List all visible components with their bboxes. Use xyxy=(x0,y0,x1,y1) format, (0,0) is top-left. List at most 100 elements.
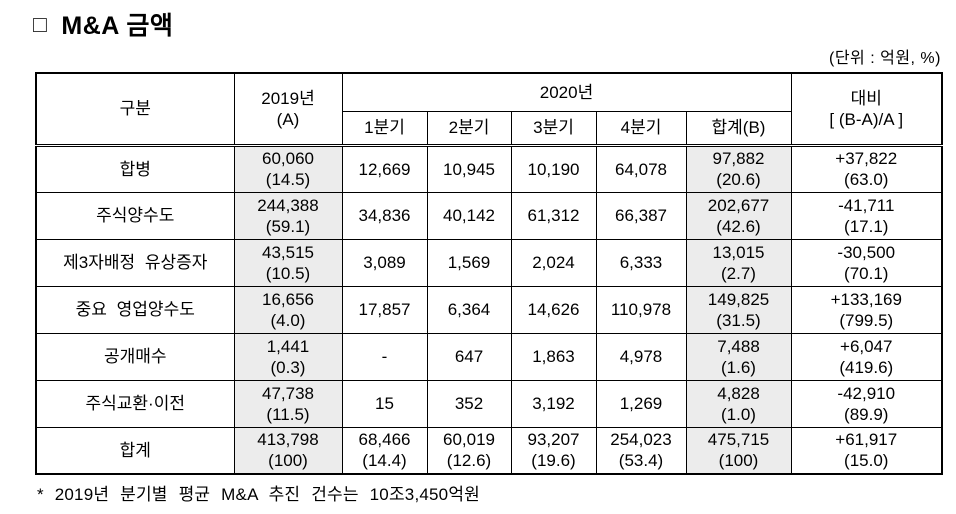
cell-2019a: 16,656 (4.0) xyxy=(233,285,343,334)
cell-percent: (14.4) xyxy=(362,451,407,471)
page-title-text: M&A 금액 xyxy=(61,12,174,40)
cell-value: +37,822 xyxy=(835,149,898,168)
header-row-2: 1분기 2분기 3분기 4분기 합계(B) xyxy=(36,110,942,147)
table-header: 구분 2019년 (A) 2020년 대비[ (B-A)/A ] 1분기 2분기 … xyxy=(35,72,943,147)
cell-q3: 2,024 xyxy=(510,238,597,287)
cell-value: 110,978 xyxy=(610,300,672,319)
row-label: 중요 영업양수도 xyxy=(35,285,235,334)
cell-q4: 6,333 xyxy=(595,238,687,287)
cell-q4: 4,978 xyxy=(595,332,687,381)
cell-percent: (15.0) xyxy=(844,451,889,471)
cell-percent: (100) xyxy=(268,451,308,471)
cell-value: 3,192 xyxy=(532,394,575,413)
cell-value: 61,312 xyxy=(527,206,580,225)
row-label: 합계 xyxy=(35,426,235,475)
cell-value: 68,466 xyxy=(358,430,411,450)
cell-value: - xyxy=(381,347,388,366)
cell-q3: 1,863 xyxy=(510,332,597,381)
cell-percent: (12.6) xyxy=(446,451,492,471)
cell-value: 2,024 xyxy=(532,253,575,272)
cell-q4: 66,387 xyxy=(595,191,687,240)
cell-value: 4,978 xyxy=(619,347,663,366)
cell-value: 352 xyxy=(454,394,484,413)
col-header-2020: 2020년 xyxy=(341,72,792,112)
cell-value: 10,945 xyxy=(443,159,495,179)
cell-ratio: +6,047 (419.6) xyxy=(790,332,943,381)
cell-2019a: 413,798 (100) xyxy=(233,426,343,475)
cell-value: 43,515 xyxy=(262,242,314,262)
cell-q4: 1,269 xyxy=(595,379,687,428)
col-header-2019: 2019년 (A) xyxy=(233,72,343,147)
cell-percent: (63.0) xyxy=(844,170,889,189)
cell-percent: (4.0) xyxy=(270,310,306,330)
cell-percent: (10.5) xyxy=(265,263,311,283)
cell-percent: (17.1) xyxy=(844,216,889,236)
cell-percent: (0.3) xyxy=(270,357,306,377)
cell-value: -30,500 xyxy=(837,242,896,262)
cell-ratio: -42,910 (89.9) xyxy=(790,379,943,428)
cell-2019a: 244,388 (59.1) xyxy=(233,191,343,240)
table-row-stock-transfer: 주식양수도 244,388 (59.1) 34,836 40,142 61,312… xyxy=(35,191,943,240)
table-row-third-party-allotment: 제3자배정 유상증자 43,515 (10.5) 3,089 1,569 2,02… xyxy=(35,238,943,287)
cell-q3: 3,192 xyxy=(510,379,597,428)
cell-q2: 40,142 xyxy=(426,191,512,240)
cell-value: 93,207 xyxy=(527,430,580,450)
cell-2019a: 60,060 (14.5) xyxy=(233,144,343,193)
header-ratio-line1: 대비 xyxy=(850,88,882,108)
cell-ratio: +37,822 (63.0) xyxy=(790,144,943,193)
cell-value: 1,569 xyxy=(447,253,491,272)
cell-2019a: 1,441 (0.3) xyxy=(233,332,343,381)
cell-value: 34,836 xyxy=(358,206,411,225)
cell-total-b: 4,828 (1.0) xyxy=(685,379,792,428)
table-row-total: 합계 413,798 (100) 68,466 (14.4) 60,019 (12.6… xyxy=(35,426,943,475)
cell-value: 14,626 xyxy=(527,300,580,319)
col-header-gubun: 구분 xyxy=(35,72,235,147)
cell-percent: (11.5) xyxy=(266,404,310,424)
row-label: 공개매수 xyxy=(35,332,235,381)
cell-value: 60,060 xyxy=(262,149,314,168)
cell-q3: 10,190 xyxy=(510,144,597,193)
cell-value: 16,656 xyxy=(262,289,314,309)
cell-ratio: +61,917 (15.0) xyxy=(790,426,943,475)
cell-percent: (419.6) xyxy=(839,357,894,377)
cell-percent: (1.6) xyxy=(721,357,756,377)
cell-value: 6,364 xyxy=(447,300,491,319)
cell-percent: (799.5) xyxy=(839,310,894,330)
col-header-total-b: 합계(B) xyxy=(685,110,792,147)
cell-q1: 68,466 (14.4) xyxy=(341,426,428,475)
cell-q4: 254,023 (53.4) xyxy=(595,426,687,475)
cell-total-b: 7,488 (1.6) xyxy=(685,332,792,381)
row-label: 주식양수도 xyxy=(35,191,235,240)
cell-value: 413,798 xyxy=(257,430,319,450)
cell-total-b: 475,715 (100) xyxy=(685,426,792,475)
row-label: 주식교환·이전 xyxy=(35,379,235,428)
cell-value: 7,488 xyxy=(717,336,760,356)
cell-percent: (89.9) xyxy=(844,404,889,424)
cell-q3: 61,312 xyxy=(510,191,597,240)
cell-2019a: 47,738 (11.5) xyxy=(233,379,343,428)
cell-value: 66,387 xyxy=(615,206,667,225)
cell-value: -42,910 xyxy=(837,383,896,403)
cell-ratio: -41,711 (17.1) xyxy=(790,191,943,240)
cell-value: 475,715 xyxy=(707,430,770,450)
cell-q3: 93,207 (19.6) xyxy=(510,426,597,475)
cell-value: 149,825 xyxy=(707,289,770,309)
cell-q2: 6,364 xyxy=(426,285,512,334)
unit-note: (단위 : 억원, %) xyxy=(829,50,941,67)
row-label: 합병 xyxy=(35,144,235,193)
cell-q1: - xyxy=(341,332,428,381)
cell-value: 13,015 xyxy=(712,242,765,262)
cell-value: 64,078 xyxy=(615,159,667,179)
cell-ratio: -30,500 (70.1) xyxy=(790,238,943,287)
col-header-q4: 4분기 xyxy=(595,110,687,147)
cell-value: 244,388 xyxy=(257,195,319,215)
square-bullet-icon: □ xyxy=(33,10,48,37)
cell-value: 15 xyxy=(375,394,394,413)
cell-percent: (70.1) xyxy=(844,263,889,283)
cell-value: 60,019 xyxy=(443,430,495,450)
cell-value: -41,711 xyxy=(838,195,895,215)
header-2019-line2: (A) xyxy=(276,109,300,129)
cell-value: 47,738 xyxy=(262,383,314,403)
mna-amount-table: 구분 2019년 (A) 2020년 대비[ (B-A)/A ] 1분기 2분기 … xyxy=(35,72,944,475)
